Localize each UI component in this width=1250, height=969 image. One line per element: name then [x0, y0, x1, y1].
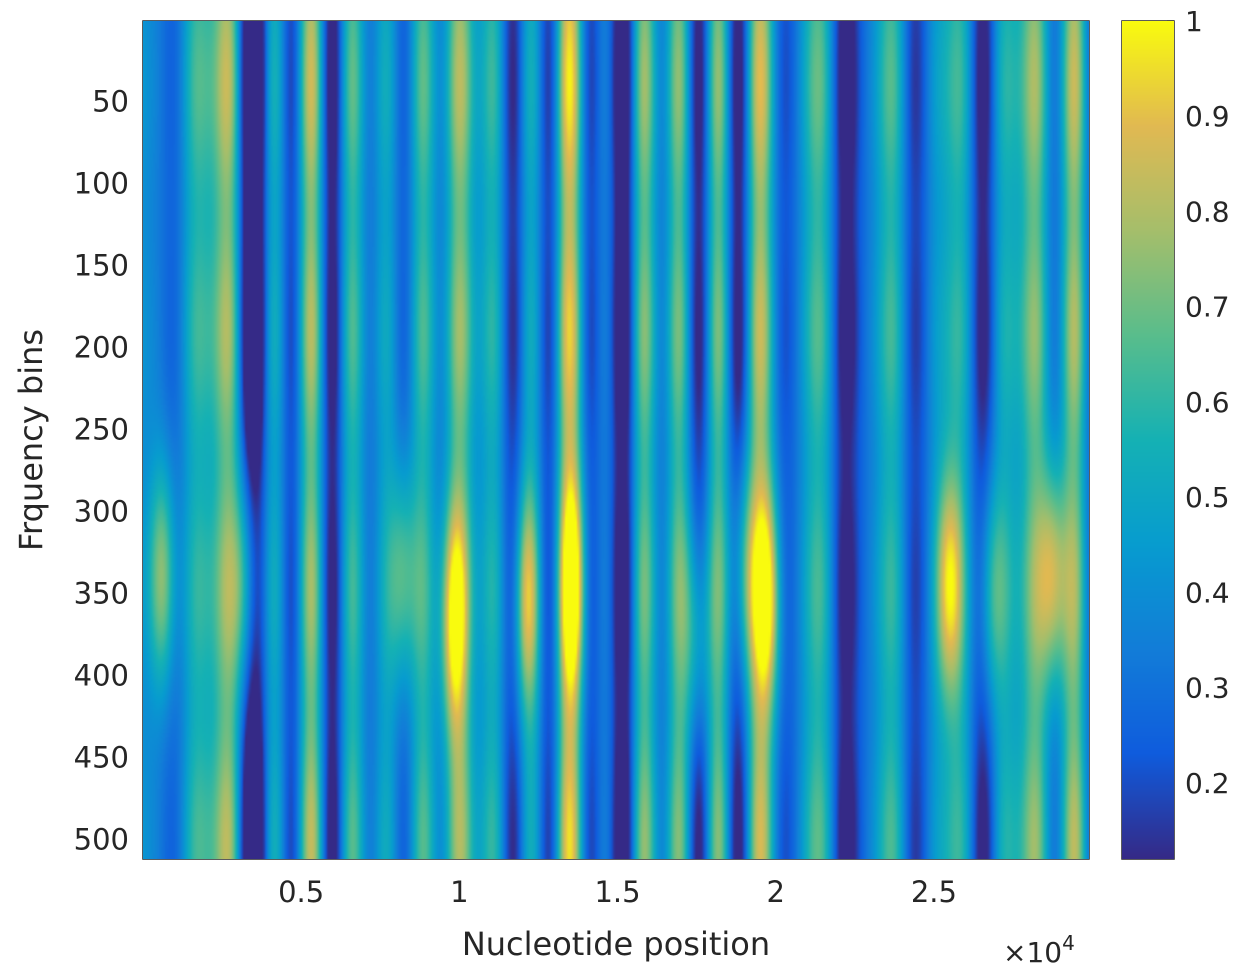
y-tick-label: 100 — [74, 166, 129, 200]
x-tick-label: 1.5 — [594, 875, 640, 909]
colorbar-tick-label: 1 — [1185, 5, 1203, 38]
y-axis-label: Frquency bins — [12, 329, 50, 551]
y-tick-label: 450 — [74, 740, 129, 774]
colorbar-tick-label: 0.7 — [1185, 291, 1230, 324]
y-tick-label: 250 — [74, 412, 129, 446]
x-tick-label: 2.5 — [911, 875, 957, 909]
x-axis-label: Nucleotide position — [462, 925, 770, 963]
colorbar-tick-label: 0.9 — [1185, 100, 1230, 133]
colorbar-tick-label: 0.8 — [1185, 195, 1230, 228]
colorbar-tick-label: 0.6 — [1185, 386, 1230, 419]
x-exponent-power: 4 — [1062, 931, 1075, 955]
x-tick-label: 0.5 — [278, 875, 324, 909]
y-tick-label: 500 — [74, 822, 129, 856]
colorbar-tick-label: 0.2 — [1185, 767, 1230, 800]
x-exponent-label: ×104 — [1003, 931, 1075, 969]
colorbar-tick-label: 0.4 — [1185, 576, 1230, 609]
y-tick-label: 400 — [74, 658, 129, 692]
x-tick-label: 2 — [766, 875, 784, 909]
colorbar-tick-label: 0.3 — [1185, 672, 1230, 705]
heatmap-image — [143, 21, 1089, 859]
colorbar-tick-label: 0.5 — [1185, 481, 1230, 514]
y-tick-label: 200 — [74, 330, 129, 364]
y-tick-label: 150 — [74, 248, 129, 282]
y-tick-label: 350 — [74, 576, 129, 610]
colorbar-image — [1122, 21, 1174, 859]
x-tick-label: 1 — [450, 875, 468, 909]
y-tick-label: 300 — [74, 494, 129, 528]
y-tick-label: 50 — [92, 84, 129, 118]
